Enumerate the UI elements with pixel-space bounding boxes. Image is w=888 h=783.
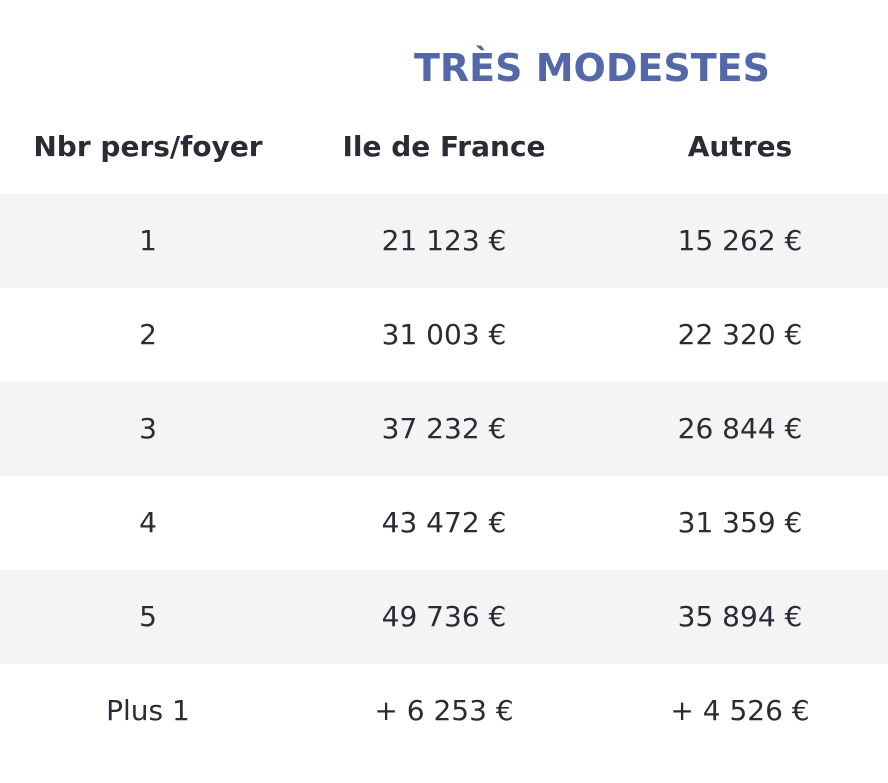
cell-other-regions: 15 262 €	[677, 224, 803, 257]
cell-household-size: 4	[139, 506, 157, 539]
cell-household-size: 2	[139, 318, 157, 351]
table-header-row: Nbr pers/foyer Ile de France Autres	[0, 100, 888, 194]
cell-other-regions: 35 894 €	[677, 600, 803, 633]
table-row: 2 31 003 € 22 320 €	[0, 288, 888, 382]
table-title: TRÈS MODESTES	[414, 46, 770, 90]
cell-ile-de-france: + 6 253 €	[374, 694, 514, 727]
cell-ile-de-france: 31 003 €	[381, 318, 507, 351]
cell-household-size: 5	[139, 600, 157, 633]
cell-ile-de-france: 37 232 €	[381, 412, 507, 445]
cell-ile-de-france: 21 123 €	[381, 224, 507, 257]
income-threshold-table: Nbr pers/foyer Ile de France Autres 1 21…	[0, 100, 888, 758]
cell-other-regions: 31 359 €	[677, 506, 803, 539]
cell-ile-de-france: 49 736 €	[381, 600, 507, 633]
table-row: 4 43 472 € 31 359 €	[0, 476, 888, 570]
header-household-size: Nbr pers/foyer	[33, 130, 263, 163]
table-row: 5 49 736 € 35 894 €	[0, 570, 888, 664]
header-other-regions: Autres	[687, 130, 793, 163]
table-row: 1 21 123 € 15 262 €	[0, 194, 888, 288]
table-row: Plus 1 + 6 253 € + 4 526 €	[0, 664, 888, 758]
table-row: 3 37 232 € 26 844 €	[0, 382, 888, 476]
cell-ile-de-france: 43 472 €	[381, 506, 507, 539]
cell-household-size: 1	[139, 224, 157, 257]
cell-other-regions: 22 320 €	[677, 318, 803, 351]
cell-household-size: 3	[139, 412, 157, 445]
cell-household-size: Plus 1	[106, 694, 190, 727]
cell-other-regions: + 4 526 €	[670, 694, 810, 727]
cell-other-regions: 26 844 €	[677, 412, 803, 445]
header-ile-de-france: Ile de France	[342, 130, 546, 163]
